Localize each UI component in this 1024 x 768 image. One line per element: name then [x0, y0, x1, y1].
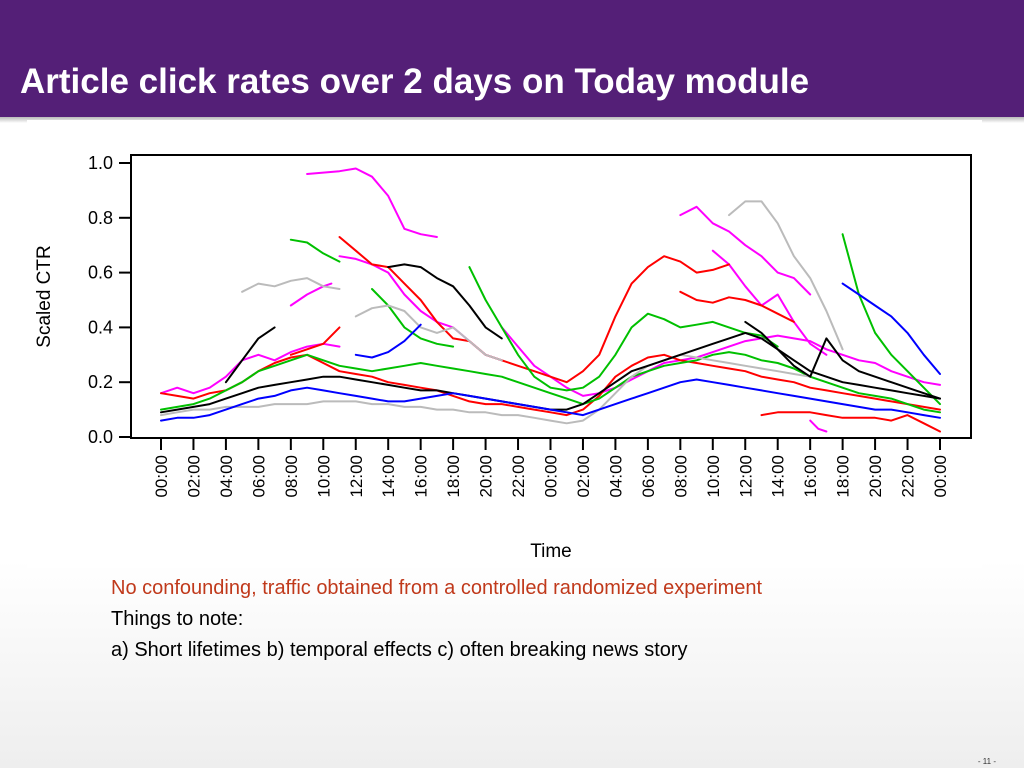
y-tick-label-1: 0.2 — [88, 372, 113, 392]
series-line-21 — [160, 353, 812, 425]
series-line-1 — [679, 205, 812, 296]
series-line-14 — [468, 266, 779, 392]
note-things-to-note: Things to note: — [111, 608, 244, 630]
series-line-6 — [500, 326, 941, 397]
x-tick-label-2: 04:00 — [217, 455, 236, 498]
y-axis-title: Scaled CTR — [34, 245, 55, 347]
series-line-12 — [760, 411, 941, 433]
series-line-4 — [338, 255, 503, 362]
series-line-15 — [841, 233, 941, 406]
series-line-7 — [809, 419, 828, 433]
x-tick-label-20: 16:00 — [801, 455, 820, 498]
series-line-28 — [354, 323, 422, 359]
x-tick-label-24: 00:00 — [931, 455, 950, 498]
series-line-9 — [679, 290, 795, 323]
y-tick-label-4: 0.8 — [88, 208, 113, 228]
series-line-13 — [289, 238, 341, 263]
series-line-10 — [289, 326, 341, 356]
series-line-11 — [160, 353, 941, 417]
x-tick-label-22: 20:00 — [866, 455, 885, 498]
y-tick-label-3: 0.6 — [88, 263, 113, 283]
series-line-0 — [306, 167, 438, 238]
x-axis-title: Time — [530, 541, 572, 562]
x-tick-label-10: 20:00 — [477, 455, 496, 498]
x-tick-label-16: 08:00 — [671, 455, 690, 498]
x-tick-label-4: 08:00 — [282, 455, 301, 498]
x-tick-label-14: 04:00 — [606, 455, 625, 498]
series-line-18 — [241, 277, 341, 293]
page-number: - 11 - — [977, 757, 996, 766]
series-line-26 — [160, 378, 941, 422]
series-line-25 — [744, 320, 941, 400]
series-line-3 — [289, 282, 333, 307]
x-tick-label-15: 06:00 — [639, 455, 658, 498]
y-tick-label-5: 1.0 — [88, 153, 113, 173]
note-observations: a) Short lifetimes b) temporal effects c… — [111, 639, 688, 661]
slide-title: Article click rates over 2 days on Today… — [20, 62, 810, 101]
plot-frame — [130, 154, 972, 439]
y-tick-label-2: 0.4 — [88, 317, 113, 337]
y-tick-label-0: 0.0 — [88, 427, 113, 447]
x-tick-label-13: 02:00 — [574, 455, 593, 498]
x-tick-label-19: 14:00 — [769, 455, 788, 498]
x-tick-label-1: 02:00 — [184, 455, 203, 498]
series-line-2 — [711, 249, 828, 356]
x-tick-label-21: 18:00 — [834, 455, 853, 498]
series-line-8 — [338, 236, 730, 384]
x-tick-label-11: 22:00 — [509, 455, 528, 498]
x-tick-label-9: 18:00 — [444, 455, 463, 498]
x-tick-label-12: 00:00 — [542, 455, 561, 498]
x-tick-label-17: 10:00 — [704, 455, 723, 498]
series-line-5 — [160, 342, 341, 395]
note-confounding: No confounding, traffic obtained from a … — [111, 577, 763, 599]
series-line-22 — [387, 263, 503, 340]
x-tick-label-23: 22:00 — [899, 455, 918, 498]
x-tick-label-7: 14:00 — [379, 455, 398, 498]
chart-panel: 0.0 0.2 0.4 0.6 0.8 1.0 00:00 02:00 04:00 06:00 08… — [27, 120, 982, 568]
x-tick-label-18: 12:00 — [736, 455, 755, 498]
x-tick-label-6: 12:00 — [347, 455, 366, 498]
series-line-19 — [728, 200, 844, 351]
series-line-20 — [354, 304, 503, 362]
x-tick-label-8: 16:00 — [412, 455, 431, 498]
x-tick-label-3: 06:00 — [249, 455, 268, 498]
series-line-23 — [224, 326, 276, 384]
ctr-line-chart: 0.0 0.2 0.4 0.6 0.8 1.0 00:00 02:00 04:00 06:00 08… — [34, 153, 972, 562]
slide-notes: No confounding, traffic obtained from a … — [111, 573, 762, 666]
x-tick-label-5: 10:00 — [314, 455, 333, 498]
title-bar: Article click rates over 2 days on Today… — [0, 0, 1024, 117]
x-tick-label-0: 00:00 — [152, 455, 171, 498]
series-line-27 — [841, 282, 941, 375]
